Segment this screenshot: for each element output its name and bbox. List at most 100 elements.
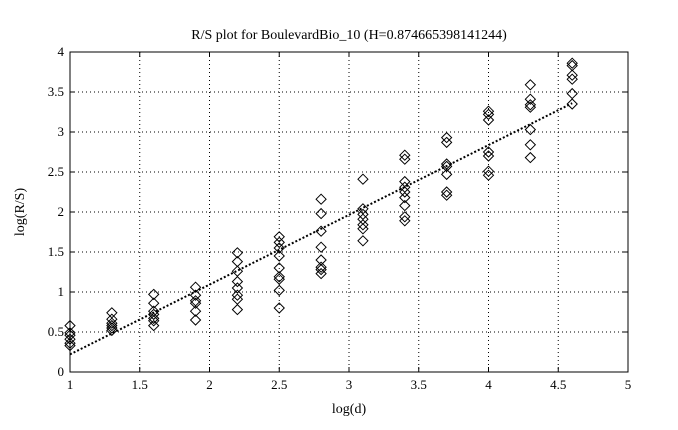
data-point <box>482 165 495 177</box>
data-point <box>106 313 118 325</box>
data-point <box>106 317 118 329</box>
data-point <box>399 186 411 198</box>
x-tick-label: 4.5 <box>550 377 566 392</box>
data-point <box>273 236 285 249</box>
data-point <box>315 267 327 280</box>
y-tick-label: 3 <box>58 124 65 139</box>
x-tick-label: 3 <box>346 377 353 392</box>
y-tick-label: 2 <box>58 204 65 219</box>
data-point <box>357 223 369 235</box>
data-point <box>399 191 411 204</box>
data-point <box>106 319 118 332</box>
data-point <box>273 242 285 254</box>
x-axis-label: log(d) <box>332 402 367 417</box>
fit-line-group <box>69 102 573 356</box>
data-point <box>147 315 160 327</box>
data-point <box>524 123 537 136</box>
y-tick-label: 0.5 <box>48 324 64 339</box>
data-points <box>64 57 578 352</box>
data-point <box>273 262 285 274</box>
data-point <box>273 250 285 262</box>
data-point <box>524 99 537 111</box>
data-point <box>566 73 578 85</box>
data-point <box>231 282 244 294</box>
data-point <box>147 288 160 301</box>
data-point <box>147 308 160 321</box>
data-point <box>524 93 537 105</box>
data-point <box>189 297 202 309</box>
x-tick-label: 4 <box>485 377 492 392</box>
data-point <box>106 324 118 337</box>
data-point <box>231 275 244 288</box>
data-point <box>482 108 495 121</box>
y-tick-label: 3.5 <box>48 84 64 99</box>
y-tick-label: 1 <box>58 284 65 299</box>
y-tick-label: 0 <box>58 364 65 379</box>
data-point <box>482 114 495 126</box>
x-tick-label: 1.5 <box>132 377 148 392</box>
data-point <box>106 322 118 334</box>
data-point <box>147 312 160 325</box>
data-point <box>524 151 537 164</box>
data-point <box>273 302 285 314</box>
data-point <box>315 261 327 273</box>
data-point <box>357 219 369 231</box>
data-point <box>315 241 327 253</box>
data-point <box>273 231 285 243</box>
data-point <box>482 105 495 117</box>
data-point <box>147 297 160 309</box>
data-point <box>315 254 327 266</box>
x-tick-label: 2 <box>206 377 213 392</box>
data-point <box>440 131 453 144</box>
data-point <box>399 153 411 165</box>
data-point <box>106 307 118 319</box>
y-axis-label: log(R/S) <box>13 188 28 237</box>
data-point <box>440 168 453 181</box>
data-point <box>231 293 244 305</box>
data-point <box>524 79 537 91</box>
data-point <box>273 284 285 297</box>
x-tick-label: 5 <box>625 377 632 392</box>
data-point <box>440 189 453 201</box>
data-point <box>524 139 537 151</box>
data-point <box>189 305 202 317</box>
data-point <box>440 186 453 198</box>
ticks: 1 1.5 2 2.5 3 3.5 4 4.5 5 0 0.5 1 1.5 2 2.5 3 3.5 4 <box>48 44 632 392</box>
data-point <box>566 69 578 81</box>
data-point <box>399 211 411 223</box>
data-point <box>147 319 160 332</box>
data-point <box>566 57 578 69</box>
data-point <box>315 207 327 220</box>
data-point <box>482 169 495 181</box>
chart-title: R/S plot for BoulevardBio_10 (H=0.874665… <box>191 28 507 43</box>
grid <box>70 52 628 372</box>
data-point <box>482 150 495 162</box>
data-point <box>399 149 411 161</box>
data-point <box>524 101 537 113</box>
data-point <box>273 271 285 283</box>
data-point <box>231 303 244 316</box>
x-tick-label: 2.5 <box>271 377 287 392</box>
fit-line <box>69 102 573 356</box>
data-point <box>315 263 327 276</box>
data-point <box>189 314 202 326</box>
data-point <box>231 247 244 259</box>
data-point <box>399 215 411 227</box>
data-point <box>357 173 369 185</box>
y-tick-label: 4 <box>58 44 65 59</box>
y-tick-label: 1.5 <box>48 244 64 259</box>
data-point <box>566 98 578 110</box>
data-point <box>315 193 327 205</box>
data-point <box>357 235 369 247</box>
data-point <box>482 146 495 158</box>
data-point <box>273 273 285 285</box>
data-point <box>231 265 244 277</box>
data-point <box>440 136 453 149</box>
x-tick-label: 3.5 <box>411 377 427 392</box>
data-point <box>566 87 578 100</box>
x-tick-label: 1 <box>67 377 74 392</box>
y-tick-label: 2.5 <box>48 164 64 179</box>
data-point <box>399 199 411 212</box>
data-point <box>231 289 244 301</box>
